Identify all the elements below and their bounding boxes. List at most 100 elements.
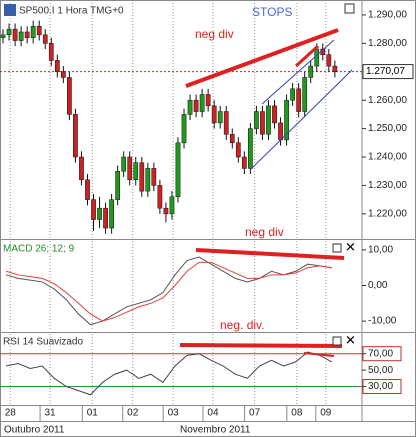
candle-body — [36, 26, 42, 36]
y-tick-label: 1.280,00 — [368, 38, 407, 49]
candle-body — [67, 77, 72, 115]
level-box — [362, 379, 402, 395]
candle-body — [254, 111, 259, 129]
candle-body — [139, 162, 145, 192]
candle-body — [181, 114, 187, 144]
panel-button[interactable] — [332, 336, 342, 346]
level-box — [362, 346, 402, 362]
annotation: neg div — [245, 225, 284, 239]
candle-body — [175, 142, 181, 198]
month-label: Outubro 2011 — [4, 425, 65, 436]
plot-layer: 28 31 01 02 03 04 07 08 09 1.290,00 1.280,00 1.260,… — [0, 3, 414, 421]
candle-body — [235, 142, 241, 158]
annotation-line — [294, 44, 320, 68]
candle-body — [157, 185, 163, 209]
candle-body — [211, 105, 217, 124]
month-label: Novembro 2011 — [180, 425, 251, 436]
candle-body — [229, 134, 235, 144]
candle-body — [24, 31, 30, 38]
x-tick-label: 28 — [5, 408, 17, 419]
symbol-icon[interactable] — [4, 4, 16, 16]
candle-body — [42, 34, 48, 44]
candle-body — [314, 48, 320, 67]
channel-line — [249, 69, 353, 171]
chart-title: SP500.I 1 Hora TMG+0 — [19, 6, 124, 17]
candle-body — [205, 94, 211, 107]
candle-body — [97, 207, 102, 220]
y-tick-label: -10,00 — [368, 316, 397, 327]
y-tick-label: 10,00 — [368, 245, 393, 256]
candle-body — [48, 43, 54, 61]
candle-body — [127, 156, 133, 180]
candle-body — [332, 65, 338, 73]
indicator-line — [5, 261, 332, 322]
candle-body — [121, 156, 127, 172]
x-tick-label: 02 — [127, 408, 139, 419]
x-tick-label: 04 — [207, 408, 219, 419]
x-tick-label: 09 — [320, 408, 332, 419]
panel-button[interactable] — [332, 243, 342, 253]
candle-body — [12, 28, 18, 41]
annotation: neg div — [195, 27, 234, 41]
close-button[interactable]: ✕ — [345, 239, 356, 254]
indicator-line — [5, 351, 333, 396]
x-tick-label: 07 — [249, 408, 261, 419]
panel-title: RSI 14 Suavizado — [3, 337, 83, 348]
x-tick-label: 08 — [291, 408, 303, 419]
annotation-line — [303, 352, 335, 357]
indicator-line — [5, 256, 332, 326]
annotation: STOPS — [252, 5, 292, 19]
candle-body — [115, 170, 121, 200]
y-tick-label: 70,00 — [368, 348, 393, 359]
price-box — [362, 64, 414, 80]
candle-body — [85, 179, 90, 200]
x-tick-label: 31 — [45, 408, 57, 419]
y-tick-label: 50,00 — [368, 365, 393, 376]
candle-body — [302, 77, 308, 112]
candle-body — [103, 207, 108, 229]
candle-body — [193, 99, 199, 112]
candle-body — [217, 111, 223, 124]
candle-body — [73, 114, 78, 158]
x-tick-label: 03 — [168, 408, 180, 419]
annotation-line — [185, 28, 339, 88]
candle-body — [163, 207, 169, 215]
y-tick-label: 1.290,00 — [368, 10, 407, 21]
candle-body — [169, 196, 175, 215]
y-tick-label: 1.250,00 — [368, 123, 407, 134]
y-tick-label: 1.240,00 — [368, 152, 407, 163]
y-tick-label: 0,00 — [368, 280, 388, 291]
candle-body — [18, 31, 24, 41]
y-tick-label: 30,00 — [368, 381, 393, 392]
channel-line — [261, 39, 335, 105]
candle-body — [151, 168, 157, 186]
y-tick-label: 1.220,00 — [368, 208, 407, 219]
annotation-line — [195, 248, 345, 260]
candle-body — [145, 168, 151, 192]
candle-body — [0, 34, 6, 38]
candle-body — [290, 88, 295, 101]
candle-body — [187, 99, 193, 115]
candle-body — [6, 28, 12, 36]
candle-body — [109, 199, 114, 229]
candle-body — [199, 94, 205, 112]
price-label: 1.270,07 — [366, 66, 405, 77]
candle-body — [248, 128, 253, 169]
close-button[interactable]: ✕ — [345, 332, 356, 347]
candle-body — [272, 105, 277, 124]
y-tick-label: 1.260,00 — [368, 95, 407, 106]
annotation: neg. div. — [220, 318, 264, 332]
candle-body — [241, 156, 247, 169]
annotation-line — [179, 343, 343, 348]
candle-body — [30, 26, 36, 38]
candle-body — [60, 71, 66, 78]
candle-body — [133, 162, 139, 180]
candle-body — [79, 156, 84, 180]
panel-button[interactable] — [344, 3, 355, 14]
candle-body — [308, 65, 314, 78]
candle-body — [260, 111, 265, 135]
candle-body — [223, 111, 229, 135]
candle-body — [91, 199, 96, 220]
